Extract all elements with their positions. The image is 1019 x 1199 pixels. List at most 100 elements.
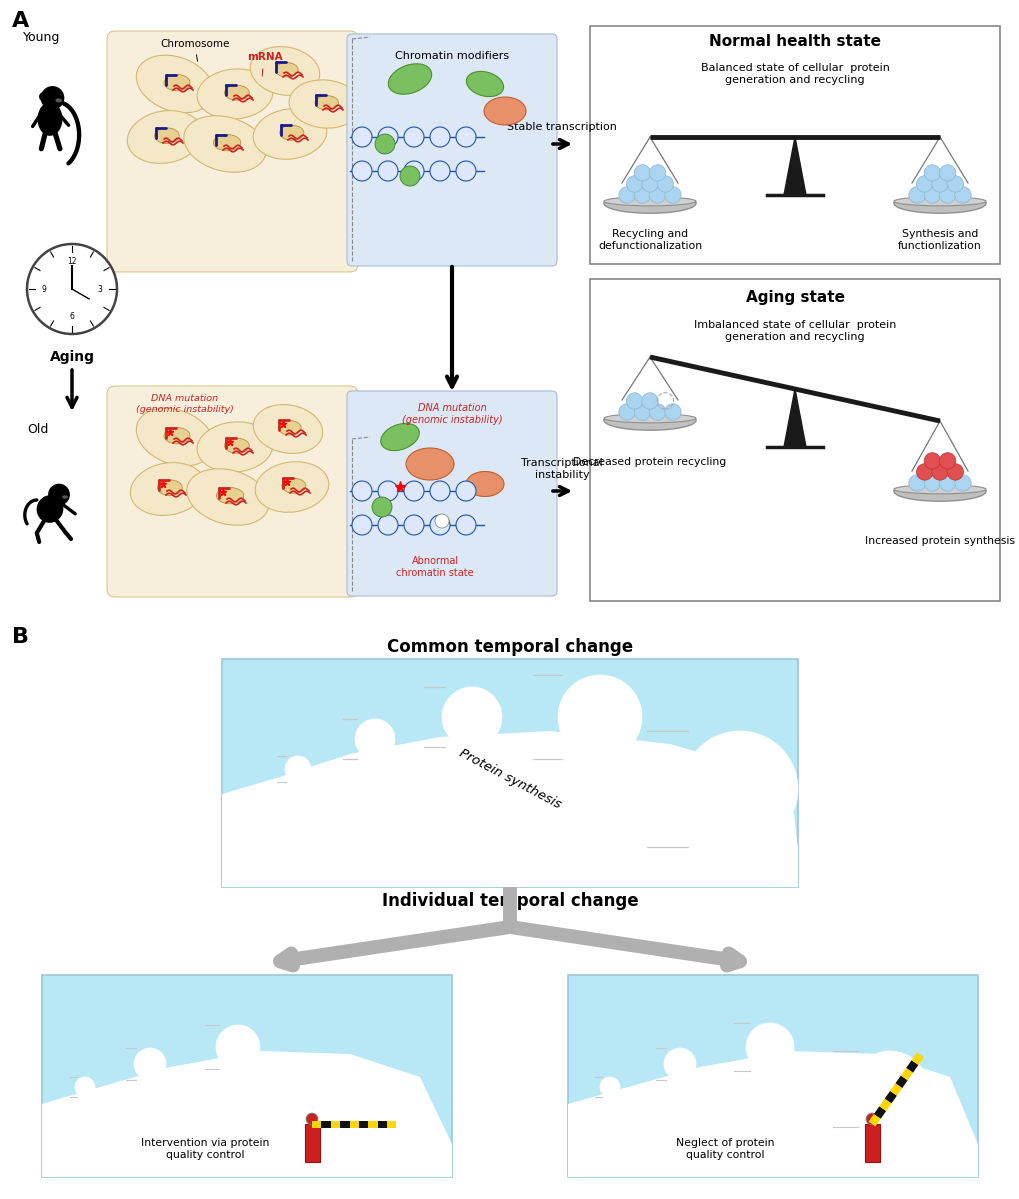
Circle shape: [931, 464, 948, 480]
Circle shape: [441, 687, 501, 747]
Circle shape: [352, 481, 372, 501]
Ellipse shape: [224, 85, 249, 101]
Ellipse shape: [137, 408, 214, 466]
Text: Synthesis and
functionlization: Synthesis and functionlization: [898, 229, 981, 251]
Bar: [864, 1123, 878, 1162]
Ellipse shape: [288, 80, 361, 128]
Circle shape: [682, 731, 797, 846]
Text: DNA mutation
(genomic instability): DNA mutation (genomic instability): [401, 403, 501, 424]
Text: 9: 9: [42, 284, 47, 294]
Circle shape: [375, 134, 394, 153]
Text: Chromatin modifiers: Chromatin modifiers: [394, 52, 508, 61]
Ellipse shape: [278, 421, 301, 435]
Circle shape: [352, 127, 372, 147]
Ellipse shape: [197, 68, 273, 119]
Circle shape: [26, 245, 117, 335]
Text: Abnormal
chromatin state: Abnormal chromatin state: [395, 556, 474, 578]
FancyBboxPatch shape: [589, 26, 999, 264]
FancyBboxPatch shape: [222, 659, 797, 887]
Ellipse shape: [155, 128, 179, 144]
Text: A: A: [12, 11, 30, 31]
Circle shape: [931, 176, 948, 192]
Circle shape: [434, 514, 448, 528]
Ellipse shape: [164, 428, 190, 444]
Ellipse shape: [466, 471, 503, 496]
Ellipse shape: [197, 422, 273, 472]
Circle shape: [916, 176, 932, 192]
Bar: [377, 1121, 386, 1127]
Circle shape: [923, 453, 940, 469]
Circle shape: [75, 1077, 95, 1097]
Circle shape: [908, 475, 924, 492]
Bar: [350, 1121, 359, 1127]
Ellipse shape: [213, 134, 240, 151]
Polygon shape: [893, 490, 985, 501]
Ellipse shape: [127, 110, 203, 163]
Circle shape: [649, 404, 665, 420]
Circle shape: [306, 1113, 318, 1125]
Circle shape: [923, 187, 940, 203]
Ellipse shape: [38, 496, 62, 522]
Ellipse shape: [253, 404, 322, 453]
Bar: [359, 1121, 368, 1127]
Text: Decreased protein recycling: Decreased protein recycling: [573, 457, 726, 466]
Circle shape: [430, 481, 449, 501]
Polygon shape: [603, 203, 695, 213]
Bar: [305, 1123, 319, 1162]
Ellipse shape: [61, 495, 68, 499]
Text: Normal health state: Normal health state: [708, 34, 880, 48]
Circle shape: [954, 187, 970, 203]
Ellipse shape: [183, 116, 266, 173]
Circle shape: [599, 1077, 620, 1097]
Circle shape: [404, 127, 424, 147]
Text: Transcriptional
instability: Transcriptional instability: [521, 458, 602, 480]
Circle shape: [908, 187, 924, 203]
Ellipse shape: [164, 74, 190, 91]
Bar: [368, 1121, 377, 1127]
Circle shape: [947, 176, 963, 192]
Text: Balanced state of cellular  protein
generation and recycling: Balanced state of cellular protein gener…: [700, 64, 889, 85]
Circle shape: [664, 404, 681, 420]
Bar: [312, 1121, 321, 1127]
Text: Neglect of protein
quality control: Neglect of protein quality control: [676, 1138, 773, 1159]
Polygon shape: [784, 137, 805, 195]
FancyBboxPatch shape: [589, 279, 999, 601]
Circle shape: [947, 464, 963, 480]
Circle shape: [626, 393, 642, 409]
Text: Aging state: Aging state: [745, 289, 844, 305]
Circle shape: [634, 404, 650, 420]
Text: Individual temporal change: Individual temporal change: [381, 892, 638, 910]
Text: Intervention via protein
quality control: Intervention via protein quality control: [141, 1138, 269, 1159]
Circle shape: [455, 161, 476, 181]
Ellipse shape: [137, 55, 214, 113]
Text: B: B: [12, 627, 29, 647]
Text: Young: Young: [23, 30, 60, 43]
Circle shape: [399, 165, 420, 186]
Text: Increased protein synthesis: Increased protein synthesis: [864, 536, 1014, 546]
FancyBboxPatch shape: [346, 391, 556, 596]
FancyBboxPatch shape: [107, 31, 358, 272]
Circle shape: [378, 161, 397, 181]
Circle shape: [916, 464, 932, 480]
Circle shape: [641, 393, 657, 409]
Bar: [339, 1121, 350, 1127]
Ellipse shape: [157, 480, 182, 495]
Circle shape: [40, 92, 48, 101]
Polygon shape: [893, 203, 985, 213]
Ellipse shape: [893, 197, 985, 206]
Polygon shape: [222, 731, 797, 887]
Ellipse shape: [380, 423, 419, 451]
Text: Imbalanced state of cellular  protein
generation and recycling: Imbalanced state of cellular protein gen…: [693, 320, 896, 342]
FancyBboxPatch shape: [42, 975, 451, 1177]
Text: DNA mutation
(genomic instability): DNA mutation (genomic instability): [136, 394, 233, 414]
Text: Common temporal change: Common temporal change: [386, 638, 633, 656]
Ellipse shape: [55, 98, 62, 103]
Ellipse shape: [275, 62, 298, 77]
Text: mRNA: mRNA: [247, 52, 282, 62]
Circle shape: [938, 164, 955, 181]
Circle shape: [938, 475, 955, 492]
Circle shape: [663, 1048, 695, 1080]
Text: Protein synthesis: Protein synthesis: [457, 747, 562, 812]
FancyBboxPatch shape: [568, 975, 977, 1177]
Circle shape: [352, 516, 372, 535]
